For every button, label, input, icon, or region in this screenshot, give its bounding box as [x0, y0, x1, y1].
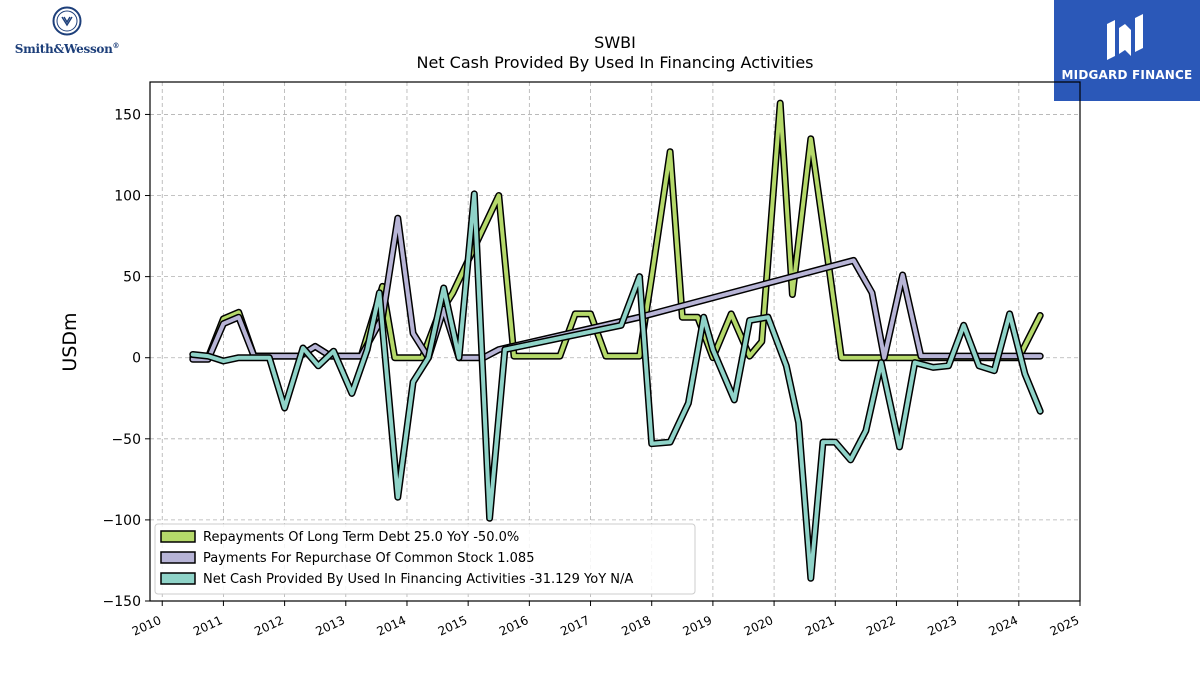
plot-frame	[149, 81, 1081, 602]
series-line-2	[190, 216, 1043, 362]
y-tick-label: 150	[114, 107, 141, 123]
legend-box	[154, 523, 696, 595]
legend-swatch-2	[160, 551, 196, 564]
midgard-finance-logo: MIDGARD FINANCE	[1054, 0, 1200, 101]
series-line-3	[190, 191, 1043, 581]
x-tick-label: 2014	[375, 613, 409, 639]
x-tick-label: 2013	[313, 613, 347, 639]
y-tick-label: 50	[123, 270, 141, 286]
legend-label-2: Payments For Repurchase Of Common Stock …	[203, 551, 534, 566]
x-tick-label: 2015	[436, 613, 470, 639]
x-tick-label: 2016	[497, 613, 531, 639]
legend-swatch-3	[160, 572, 196, 585]
smith-wesson-name: Smith&Wesson	[14, 42, 113, 56]
legend-label-3: Net Cash Provided By Used In Financing A…	[203, 572, 633, 587]
x-tick-label: 2010	[130, 613, 164, 639]
smith-wesson-wordmark: Smith&Wesson®	[6, 41, 128, 56]
registered-mark: ®	[112, 41, 120, 50]
y-axis-ticks: 150 100 50 0 −50 −100 −150	[103, 107, 150, 610]
y-tick-label: 0	[132, 351, 141, 367]
y-tick-label: −100	[103, 513, 141, 529]
x-tick-label: 2021	[803, 613, 837, 639]
legend-label-1: Repayments Of Long Term Debt 25.0 YoY -5…	[203, 530, 519, 545]
x-tick-label: 2017	[558, 613, 592, 639]
series-lines	[189, 99, 1044, 582]
x-tick-label: 2022	[864, 613, 898, 639]
series-outline-3	[189, 190, 1044, 582]
legend: Repayments Of Long Term Debt 25.0 YoY -5…	[154, 523, 696, 595]
x-tick-label: 2012	[252, 613, 286, 639]
x-tick-label: 2024	[986, 613, 1020, 639]
y-tick-label: 100	[114, 189, 141, 205]
y-axis-label: USDm	[59, 312, 81, 371]
smith-wesson-logo: Smith&Wesson®	[6, 6, 128, 58]
y-tick-label: −150	[103, 594, 141, 610]
chart-title: SWBI	[594, 33, 636, 52]
x-tick-label: 2020	[742, 613, 776, 639]
x-tick-label: 2025	[1048, 613, 1082, 639]
x-tick-label: 2011	[191, 613, 225, 639]
x-tick-label: 2018	[619, 613, 653, 639]
x-tick-label: 2023	[925, 613, 959, 639]
grid-lines	[150, 82, 1081, 602]
midgard-finance-mark-icon	[1107, 14, 1143, 60]
midgard-finance-name: MIDGARD FINANCE	[1061, 68, 1193, 82]
series-outline-2	[189, 214, 1044, 363]
legend-swatch-1	[160, 530, 196, 543]
y-tick-label: −50	[111, 432, 141, 448]
chart-subtitle: Net Cash Provided By Used In Financing A…	[416, 53, 813, 72]
smith-wesson-seal-icon	[52, 6, 82, 36]
x-axis-ticks: 2010 2011 2012 2013 2014 2015 2016 2017 2018 2019…	[130, 601, 1081, 639]
x-tick-label: 2019	[681, 613, 715, 639]
